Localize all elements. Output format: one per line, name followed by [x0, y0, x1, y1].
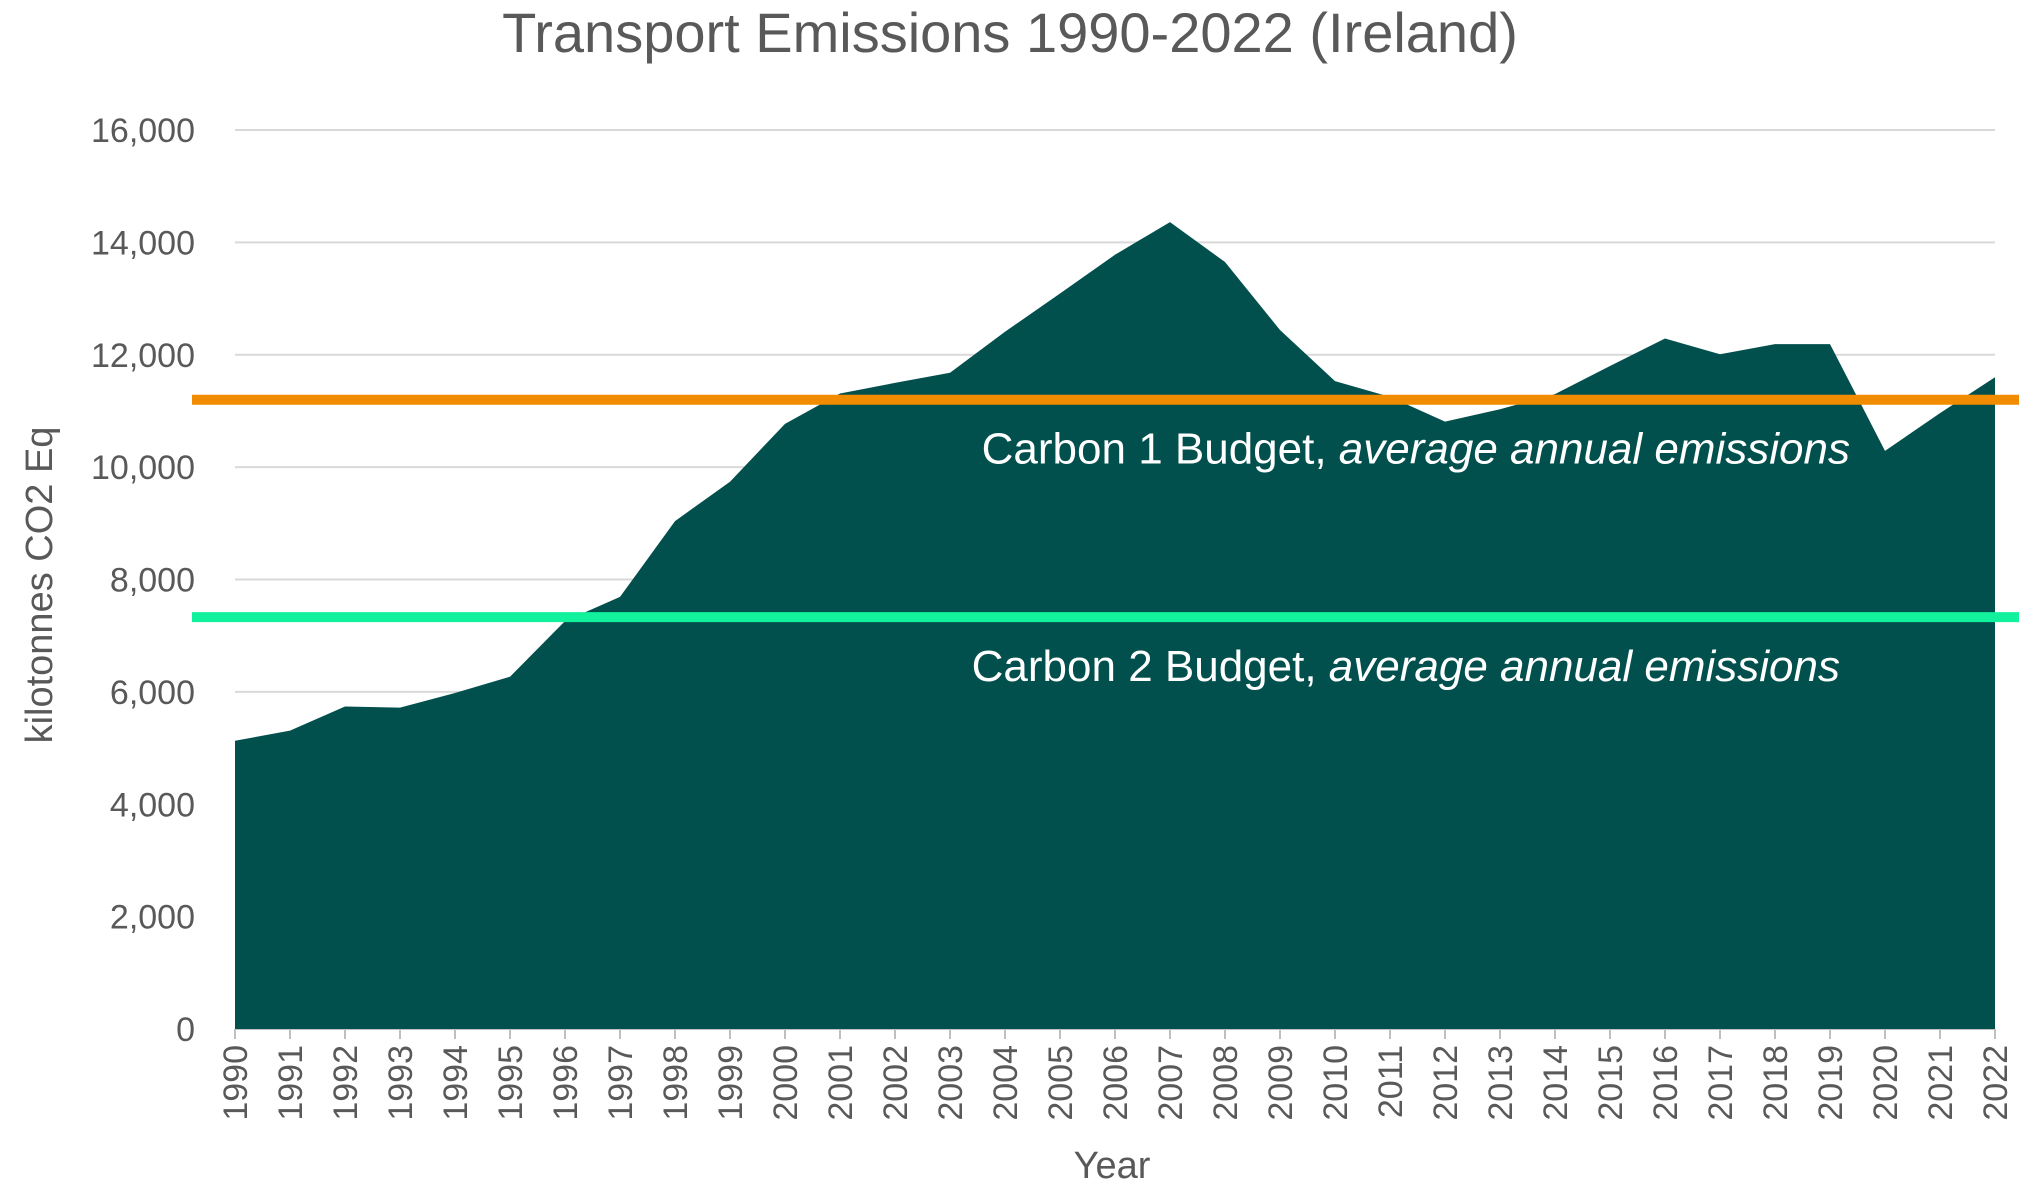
reference-line-label-1: Carbon 1 Budget, average annual emission… [982, 425, 1850, 474]
y-axis-label: kilotonnes CO2 Eq [19, 427, 61, 744]
x-tick-label: 2003 [932, 1045, 970, 1121]
emissions-area [235, 222, 1995, 1029]
x-tick-label: 1999 [712, 1045, 750, 1121]
x-tick-label: 2011 [1372, 1045, 1410, 1118]
y-tick-label: 8,000 [110, 562, 195, 600]
chart-title: Transport Emissions 1990-2022 (Ireland) [502, 1, 1518, 64]
x-tick-label: 2018 [1757, 1045, 1795, 1121]
x-tick-label: 1994 [437, 1045, 475, 1121]
x-tick-label: 2005 [1042, 1045, 1080, 1121]
x-tick-label: 1991 [272, 1045, 310, 1121]
x-tick-label: 2016 [1647, 1045, 1685, 1121]
x-tick-label: 2012 [1427, 1045, 1465, 1121]
x-tick-label: 1992 [327, 1045, 365, 1121]
reference-lines: Carbon 1 Budget, average annual emission… [192, 394, 2019, 691]
y-axis-ticks: 0 2,000 4,000 6,000 8,000 10,000 12,000 14,000 1… [91, 112, 195, 1049]
y-tick-label: 14,000 [91, 224, 195, 262]
x-tick-label: 1997 [602, 1045, 640, 1121]
x-tick-label: 1990 [217, 1045, 255, 1121]
y-tick-label: 16,000 [91, 112, 195, 150]
x-tick-label: 2006 [1097, 1045, 1135, 1121]
x-tick-label: 1998 [657, 1045, 695, 1121]
x-tick-label: 1993 [382, 1045, 420, 1121]
plot-area [234, 222, 1996, 1029]
y-tick-label: 10,000 [91, 449, 195, 487]
reference-line-label-2: Carbon 2 Budget, average annual emission… [972, 642, 1840, 691]
x-tick-label: 2004 [987, 1045, 1025, 1121]
x-tick-label: 2020 [1867, 1045, 1905, 1121]
x-axis-ticks: 1990 1991 1992 1993 1994 1995 1996 1997 1998 1999… [217, 1029, 2015, 1121]
x-tick-label: 2002 [877, 1045, 915, 1121]
x-tick-label: 2013 [1482, 1045, 1520, 1121]
x-tick-label: 1996 [547, 1045, 585, 1121]
x-tick-label: 2009 [1262, 1045, 1300, 1121]
x-tick-label: 2008 [1207, 1045, 1245, 1121]
x-axis-label: Year [1074, 1145, 1151, 1187]
reference-label-text: Carbon 2 Budget, [972, 642, 1329, 691]
x-tick-label: 2014 [1537, 1045, 1575, 1121]
x-tick-label: 2007 [1152, 1045, 1190, 1121]
x-tick-label: 2017 [1702, 1045, 1740, 1121]
reference-label-italic: average annual emissions [1339, 425, 1850, 474]
x-tick-label: 2021 [1922, 1045, 1960, 1121]
x-tick-label: 2022 [1977, 1045, 2015, 1121]
y-tick-label: 2,000 [110, 899, 195, 937]
reference-label-italic: average annual emissions [1329, 642, 1840, 691]
y-tick-label: 6,000 [110, 674, 195, 712]
reference-label-text: Carbon 1 Budget, [982, 425, 1339, 474]
x-tick-label: 2015 [1592, 1045, 1630, 1121]
x-tick-label: 2001 [822, 1045, 860, 1121]
x-tick-label: 2000 [767, 1045, 805, 1121]
y-tick-label: 12,000 [91, 337, 195, 375]
y-tick-label: 0 [176, 1011, 195, 1049]
y-tick-label: 4,000 [110, 786, 195, 824]
x-tick-label: 2010 [1317, 1045, 1355, 1121]
x-tick-label: 2019 [1812, 1045, 1850, 1121]
x-tick-label: 1995 [492, 1045, 530, 1121]
